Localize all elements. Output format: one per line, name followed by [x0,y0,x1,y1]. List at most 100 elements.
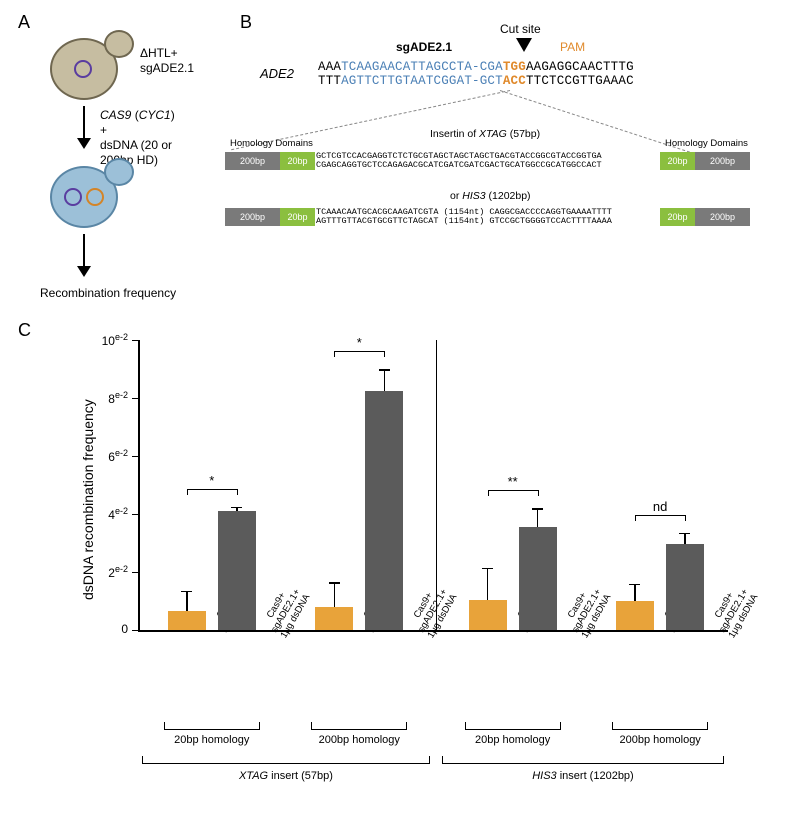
gene-name: ADE2 [260,66,294,81]
hd-200-left: 200bp [225,152,280,170]
y-axis-label: dsDNA recombination frequency [80,310,96,600]
panel-c-chart: 02e-24e-26e-28e-210e-2dsDNA recombinatio… [60,330,740,800]
bar-ctrl [616,601,654,630]
error-cap [629,584,640,586]
sig-bracket [488,490,538,491]
sig-label: nd [650,499,670,514]
y-axis [138,340,140,630]
bar-ctrl [469,600,507,630]
sg-label: sgADE2.1 [396,40,452,54]
insert-bracket-left [142,756,430,764]
error-bar [186,591,188,611]
xtag-title-b: XTAG [479,128,507,140]
error-bar [334,582,336,607]
hd-20-left: 20bp [280,152,315,170]
sig-bracket-tick [237,489,238,495]
yeast-bud [104,158,134,186]
sig-bracket-tick [384,351,385,357]
y-tick [132,630,138,631]
homology-label: 20bp homology [164,734,260,746]
y-tick [132,514,138,515]
error-bar [684,533,686,545]
y-tick [132,456,138,457]
plus-sign: + [100,123,107,137]
result-label: Recombination frequency [40,286,240,301]
bar-cas9 [519,527,557,630]
hd-20-left: 20bp [280,208,315,226]
sig-bracket-tick [187,489,188,495]
cut-triangle-icon [516,38,532,52]
strain-label: ΔHTL+ sgADE2.1 [140,46,194,76]
his3-title-c: (1202bp) [486,190,531,202]
homology-bracket [612,722,708,730]
arrow-shaft [83,106,85,140]
error-bar [384,369,386,391]
his3-seq-bot: AGTTTGTTACGTGCGTTCTAGCAT (1154nt) GTCCGC… [316,217,612,226]
seq-top: AAATCAAGAACATTAGCCTA-CGATGGAAGAGGCAACTTT… [318,60,634,74]
paren-close: ) [171,108,175,122]
plasmid-cas9 [86,188,104,206]
seq-bot-post: TTCTCCGTTGAAAC [526,74,634,88]
error-cap [482,568,493,570]
y-tick-label: 0 [88,622,128,636]
cyc1-text: CYC1 [139,108,171,122]
seq-bot-guide: AGTTCTTGTAATCGGAT-GCT [341,74,503,88]
sig-bracket-tick [685,515,686,521]
xtag-title: Insertin of XTAG (57bp) [430,128,540,140]
seq-top-guide: TCAAGAACATTAGCCTA-CGA [341,60,503,74]
his3-title-b: HIS3 [462,190,485,202]
sig-label: ** [503,474,523,489]
pam-label: PAM [560,40,585,54]
his3-title: or HIS3 (1202bp) [450,190,531,202]
bar-cas9 [218,511,256,630]
panel-label-c: C [18,320,31,341]
dsdna-line1: dsDNA (20 or [100,138,172,152]
yeast-bud [104,30,134,58]
hd-200-right: 200bp [695,208,750,226]
hd-right-label: Homology Domains [665,138,748,149]
homology-label: 200bp homology [612,734,708,746]
paren-open: ( [131,108,138,122]
error-cap [679,533,690,535]
panel-label-b: B [240,12,252,33]
sig-bracket [635,515,685,516]
sig-bracket-tick [635,515,636,521]
seq-top-pam: TGG [503,60,526,74]
hd-20-right: 20bp [660,208,695,226]
seq-bot-pam: ACC [503,74,526,88]
sig-bracket-tick [488,490,489,496]
error-bar [487,568,489,600]
homology-bracket [465,722,561,730]
cas9-text: CAS9 [100,108,131,122]
arrow-shaft [83,234,85,268]
error-bar [634,584,636,601]
sig-bracket [334,351,384,352]
xtag-title-a: Insertin of [430,128,479,140]
xtag-seq-bot: CGAGCAGGTGCTCCAGAGACGCATCGATCGATCGACTGCA… [316,161,602,170]
error-cap [532,508,543,510]
hd-200-right: 200bp [695,152,750,170]
arrow-head [77,266,91,277]
error-cap [329,582,340,584]
sig-bracket-tick [334,351,335,357]
insert-bracket-right [442,756,724,764]
error-cap [379,369,390,371]
strain-label-line1: ΔHTL+ [140,46,178,60]
sig-bracket-tick [538,490,539,496]
sig-label: * [349,335,369,350]
homology-label: 200bp homology [311,734,407,746]
seq-top-pre: AAA [318,60,341,74]
bar-ctrl [315,607,353,630]
sig-label: * [202,473,222,488]
arrow-head [77,138,91,149]
error-bar [537,508,539,527]
sig-bracket [187,489,237,490]
hd-left-label: Homology Domains [230,138,313,149]
plasmid-sgrna [64,188,82,206]
bar-ctrl [168,611,206,630]
cut-site-label: Cut site [500,22,541,36]
his3-title-a: or [450,190,462,202]
homology-bracket [311,722,407,730]
bar-cas9 [666,544,704,630]
y-tick [132,340,138,341]
